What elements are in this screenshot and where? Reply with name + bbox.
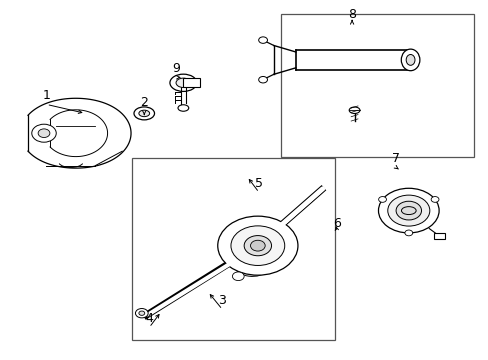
Circle shape (32, 124, 56, 142)
Ellipse shape (348, 107, 359, 113)
Ellipse shape (406, 54, 414, 65)
Circle shape (378, 197, 386, 202)
Circle shape (395, 201, 421, 220)
Text: 8: 8 (347, 8, 355, 21)
Ellipse shape (170, 74, 196, 91)
Text: 6: 6 (333, 217, 341, 230)
Ellipse shape (401, 207, 415, 215)
Circle shape (258, 37, 267, 43)
Circle shape (258, 76, 267, 83)
Ellipse shape (401, 49, 419, 71)
Ellipse shape (236, 262, 264, 276)
Text: 2: 2 (140, 96, 148, 109)
Bar (433, 233, 444, 239)
Bar (281, 14, 473, 157)
Circle shape (404, 230, 412, 236)
Circle shape (217, 216, 297, 275)
Circle shape (230, 226, 284, 265)
Circle shape (250, 240, 264, 251)
Circle shape (232, 272, 244, 280)
Circle shape (38, 129, 50, 138)
Circle shape (244, 235, 271, 256)
Ellipse shape (178, 105, 188, 111)
Text: 5: 5 (255, 177, 263, 190)
Text: 7: 7 (391, 152, 399, 165)
Circle shape (430, 197, 438, 202)
Circle shape (387, 195, 429, 226)
Text: 3: 3 (218, 294, 226, 307)
Bar (132, 158, 334, 340)
Ellipse shape (139, 110, 149, 117)
Text: 4: 4 (145, 312, 153, 325)
Bar (183, 78, 200, 87)
Ellipse shape (176, 78, 190, 87)
Circle shape (135, 309, 148, 318)
Text: 1: 1 (42, 89, 50, 102)
Text: 9: 9 (172, 62, 180, 75)
Ellipse shape (134, 107, 154, 120)
Circle shape (139, 311, 144, 315)
Circle shape (378, 188, 438, 233)
